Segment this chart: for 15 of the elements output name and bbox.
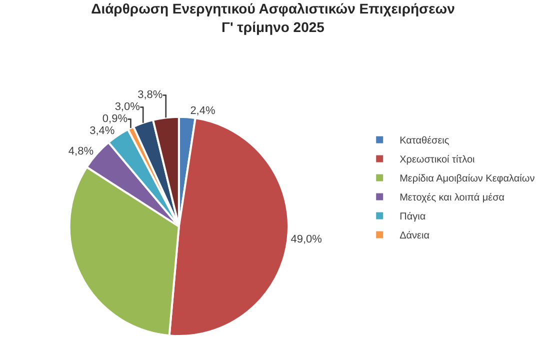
- chart-subtitle: Γ' τρίμηνο 2025: [222, 18, 325, 35]
- data-label: 3,8%: [138, 89, 163, 102]
- legend-label: Μερίδια Αμοιβαίων Κεφαλαίων: [400, 174, 535, 185]
- data-label: 2,4%: [190, 105, 216, 118]
- data-label: 49,0%: [290, 234, 322, 246]
- data-label: 3,0%: [114, 101, 140, 114]
- legend-label: Μετοχές και λοιπά μέσα: [400, 192, 505, 204]
- legend-label: Πάγια: [400, 212, 426, 223]
- data-label: 3,4%: [90, 125, 115, 138]
- data-label: 0,9%: [102, 113, 128, 126]
- chart-title: Διάρθρωση Ενεργητικού Ασφαλιστικών Επιχειρήσεων: [91, 0, 456, 17]
- legend-label: Χρεωστικοί τίτλοι: [400, 154, 475, 166]
- data-label: 4,8%: [68, 145, 94, 158]
- legend-label: Καταθέσεις: [400, 136, 450, 147]
- legend-label: Δάνεια: [400, 230, 430, 242]
